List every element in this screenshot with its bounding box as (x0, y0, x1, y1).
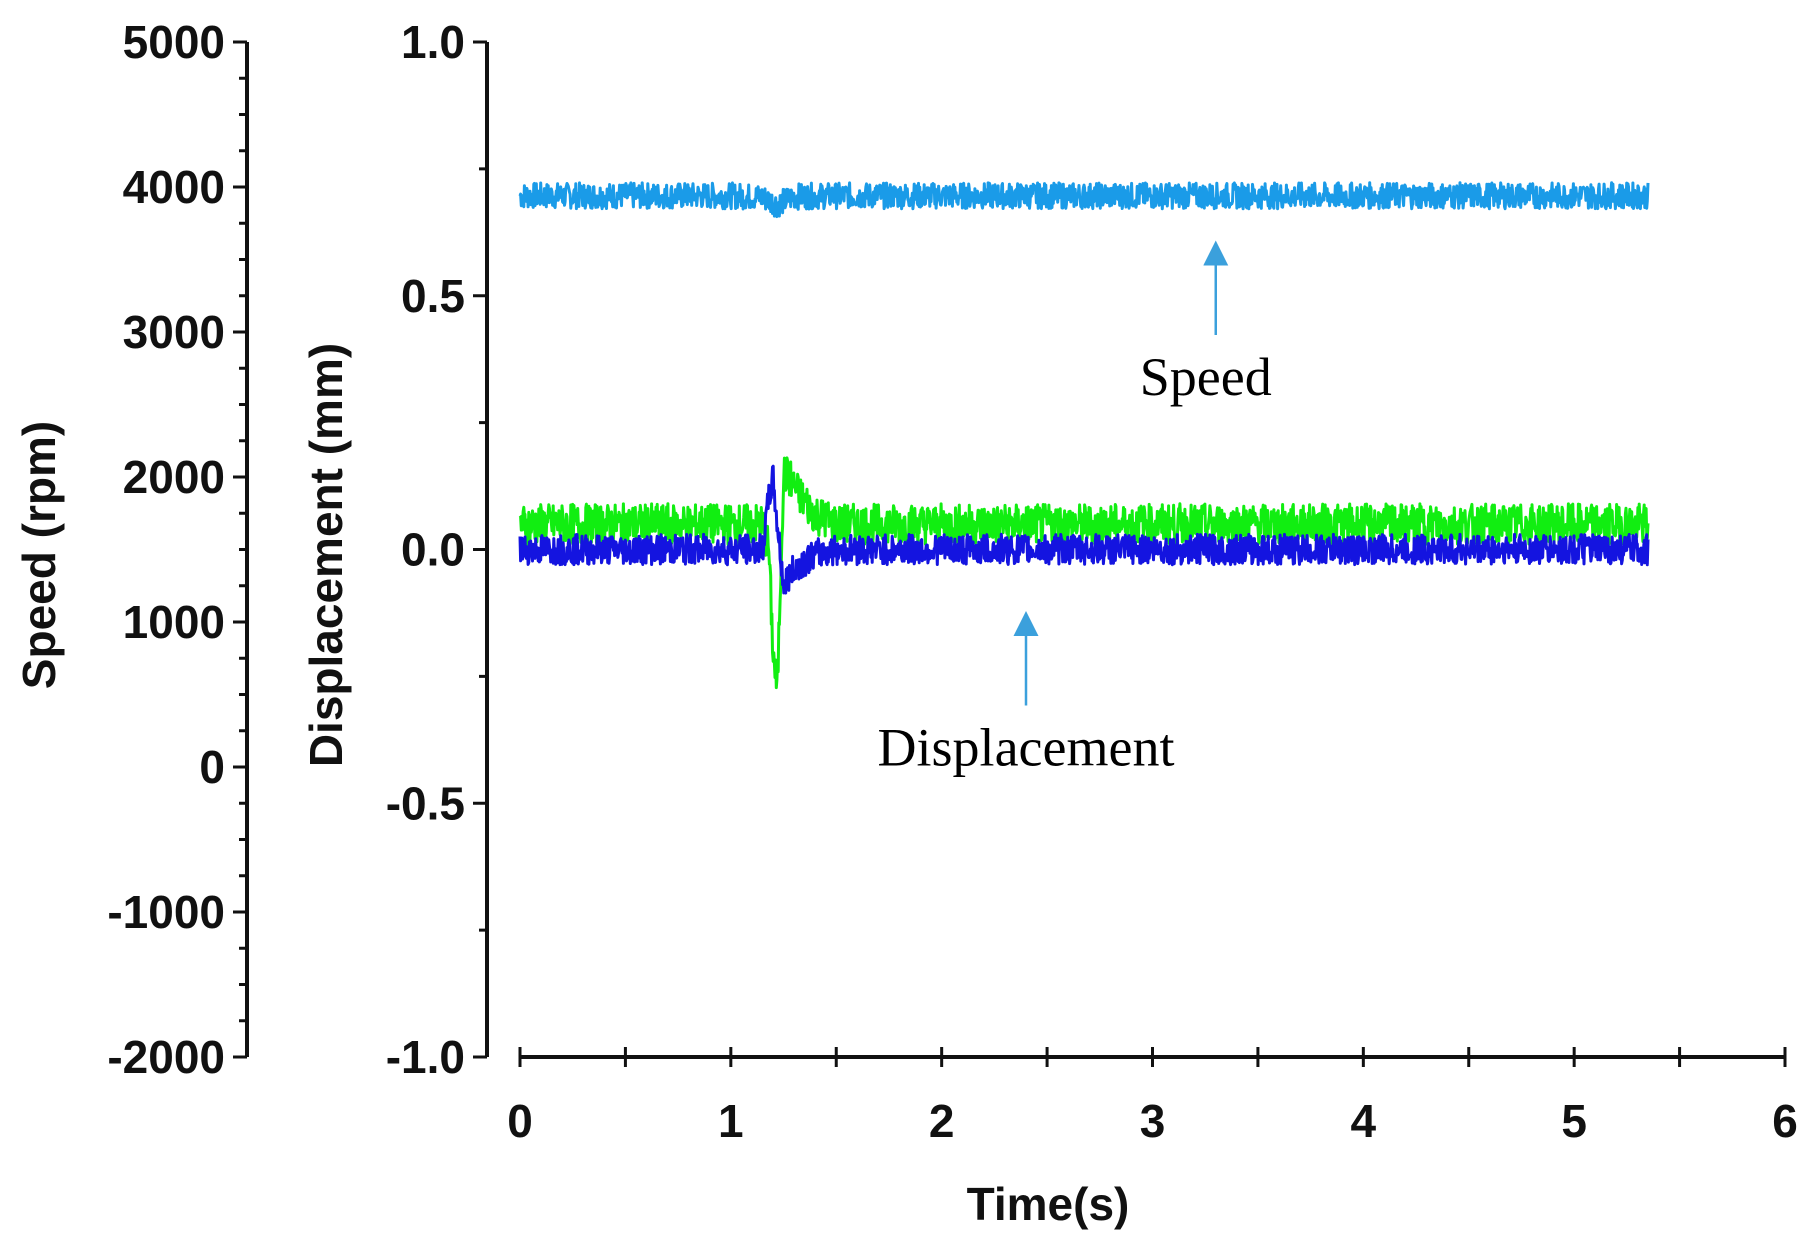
speed-axis: 5000 4000 3000 2000 1000 0 -1000 -2000 (107, 16, 249, 1083)
series-displacement-blue (518, 464, 1650, 595)
time-tick-label: 3 (1140, 1095, 1166, 1147)
time-tick-label: 1 (718, 1095, 744, 1147)
speed-annotation-label: Speed (1140, 347, 1272, 407)
speed-tick-label: 2000 (123, 451, 225, 503)
time-axis: 0 1 2 3 4 5 6 (507, 1047, 1798, 1147)
speed-tick-label: -2000 (107, 1031, 225, 1083)
annotations: Speed Displacement (878, 240, 1272, 777)
time-axis-title: Time(s) (967, 1178, 1130, 1230)
time-tick-label: 4 (1351, 1095, 1377, 1147)
speed-tick-label: 1000 (123, 596, 225, 648)
time-tick-label: 6 (1772, 1095, 1798, 1147)
speed-tick-label: 4000 (123, 161, 225, 213)
series-speed (518, 181, 1650, 219)
speed-axis-title: Speed (rpm) (13, 421, 65, 689)
displacement-tick-label: 0.5 (401, 270, 465, 322)
speed-tick-label: 3000 (123, 306, 225, 358)
series-displacement-green (518, 456, 1650, 690)
displacement-tick-label: -1.0 (386, 1031, 465, 1083)
time-tick-label: 2 (929, 1095, 955, 1147)
displacement-axis-title: Displacement (mm) (300, 343, 352, 767)
speed-tick-label: 0 (199, 741, 225, 793)
plot-area (518, 181, 1650, 690)
displacement-tick-label: 1.0 (401, 16, 465, 68)
speed-tick-label: -1000 (107, 886, 225, 938)
time-tick-label: 5 (1561, 1095, 1587, 1147)
displacement-annotation-label: Displacement (878, 717, 1175, 777)
displacement-axis: 1.0 0.5 0.0 -0.5 -1.0 (386, 16, 489, 1083)
speed-tick-label: 5000 (123, 16, 225, 68)
displacement-tick-label: 0.0 (401, 524, 465, 576)
time-tick-label: 0 (507, 1095, 533, 1147)
displacement-tick-label: -0.5 (386, 777, 465, 829)
